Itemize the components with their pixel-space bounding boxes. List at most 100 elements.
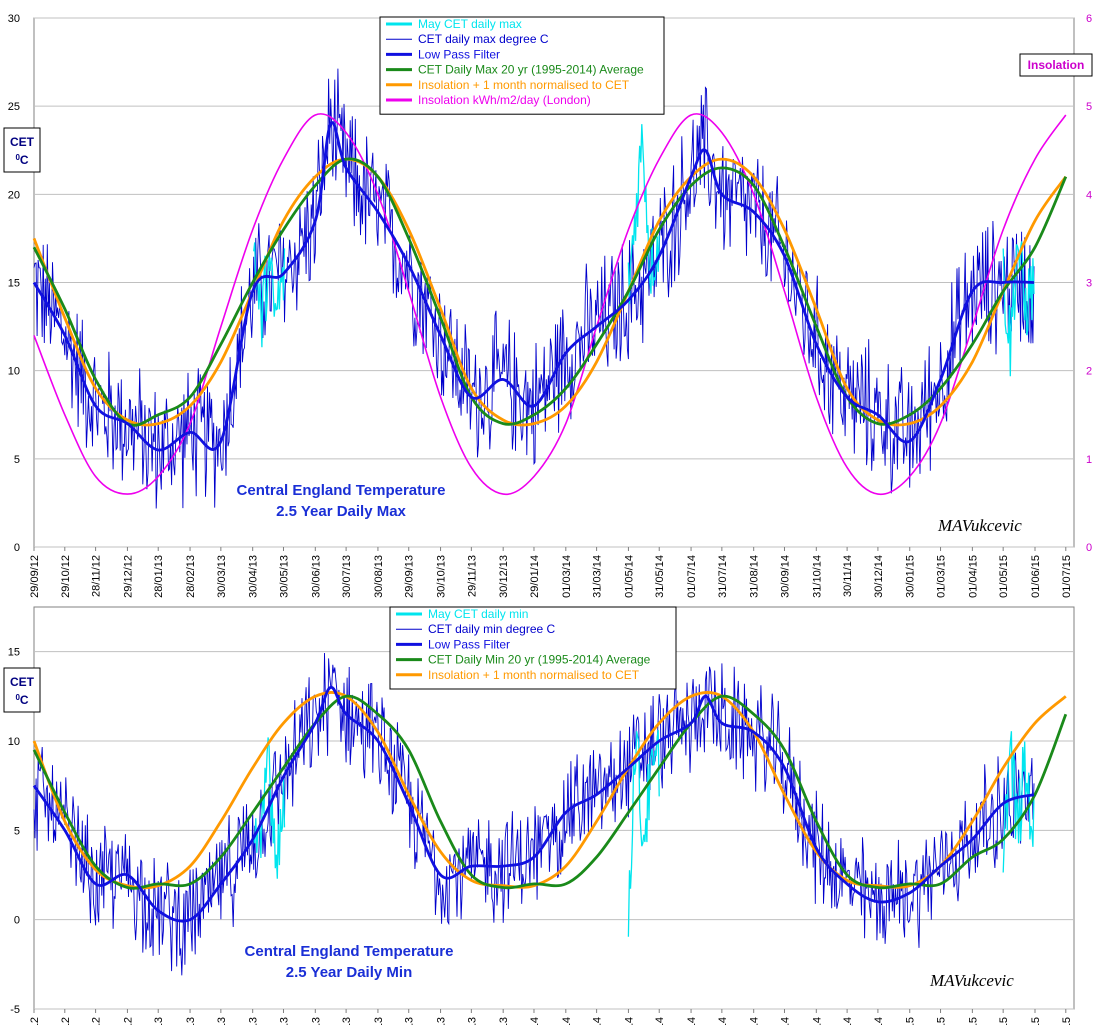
x-tick-label: 01/07/15 (1061, 1017, 1073, 1025)
x-tick-label: 30/11/14 (842, 1017, 854, 1025)
x-tick-label: 01/04/15 (967, 555, 979, 598)
x-tick-label: 29/01/14 (529, 1017, 541, 1025)
x-tick-label: 29/11/13 (466, 555, 478, 597)
y-axis-unit: 0C (15, 153, 28, 168)
legend-box (379, 16, 665, 115)
x-tick-label: 30/06/13 (310, 1017, 322, 1025)
x-tick-label: 30/10/13 (436, 1017, 448, 1025)
x-tick-label: 29/12/12 (122, 555, 134, 598)
y-tick-label: 15 (8, 278, 20, 290)
x-tick-label: 30/03/13 (216, 1017, 228, 1025)
y-tick-label: 15 (8, 647, 20, 659)
y-tick-label: 0 (14, 542, 20, 554)
chart-title: Central England Temperature (245, 943, 454, 960)
x-tick-label: 31/08/14 (749, 555, 761, 598)
series-line-may-cet (253, 242, 286, 348)
x-tick-label: 01/05/14 (623, 555, 635, 598)
x-tick-label: 29/10/12 (60, 1017, 72, 1025)
x-tick-label: 31/10/14 (811, 555, 823, 598)
chart-title: Central England Temperature (237, 482, 446, 499)
series-line-insolation (33, 113, 1067, 496)
legend-label: CET daily min degree C (428, 622, 556, 636)
y2-axis-label: Insolation (1028, 58, 1085, 72)
series-line-20yr-average (32, 694, 1068, 890)
y2-tick-label: 5 (1086, 101, 1092, 113)
y2-tick-label: 4 (1086, 189, 1092, 201)
x-tick-label: 30/01/15 (905, 1017, 917, 1025)
y-tick-label: 5 (14, 454, 20, 466)
x-tick-label: 28/01/13 (153, 555, 165, 598)
y-tick-label: 0 (14, 915, 20, 927)
y-axis-label: CET (10, 675, 35, 689)
x-tick-label: 28/11/12 (91, 555, 103, 597)
x-tick-label: 30/09/14 (779, 555, 791, 598)
daily-max-chart: 0 5 10 15 20 25 30 0 1 2 3 4 5 6 29/09/12 29/10/12 28/11… (3, 13, 1093, 598)
x-tick-label: 30/05/13 (278, 555, 290, 598)
x-tick-label: 30/05/13 (278, 1017, 290, 1025)
chart-subtitle: 2.5 Year Daily Max (276, 503, 406, 520)
x-tick-label: 01/05/14 (623, 1017, 635, 1025)
x-tick-label: 30/07/13 (341, 555, 353, 598)
series-line-may-cet (1002, 731, 1035, 873)
y2-tick-label: 6 (1086, 13, 1092, 25)
y-tick-label: -5 (10, 1004, 20, 1016)
series-line-cet-daily (33, 652, 1035, 976)
x-tick-label: 30/08/13 (373, 555, 385, 598)
x-tick-label: 01/03/14 (561, 555, 573, 598)
y-axis-unit-degree: 0 (15, 693, 20, 702)
y-axis-unit-letter: C (20, 153, 29, 167)
series-line-cet-daily (33, 68, 1035, 509)
x-tick-label: 31/07/14 (717, 555, 729, 598)
x-tick-label: 28/02/13 (185, 555, 197, 598)
legend-label: CET Daily Max 20 yr (1995-2014) Average (418, 63, 644, 77)
legend-label: CET Daily Min 20 yr (1995-2014) Average (428, 653, 651, 667)
y-tick-label: 20 (8, 189, 20, 201)
x-tick-label: 29/10/12 (60, 555, 72, 598)
legend-box (389, 606, 677, 690)
x-tick-label: 28/11/12 (91, 1017, 103, 1025)
series-line-may-cet (627, 124, 660, 305)
x-tick-label: 30/04/13 (248, 1017, 260, 1025)
author-signature: MAVukcevic (929, 971, 1014, 990)
y-tick-label: 10 (8, 736, 20, 748)
x-tick-label: 31/03/14 (592, 1017, 604, 1025)
legend-label: May CET daily max (418, 17, 522, 31)
daily-min-chart: -5 0 5 10 15 29/09/12 29/10/12 28/11/12 29/12/12… (3, 606, 1075, 1025)
y-axis-label: CET (10, 135, 35, 149)
x-tick-label: 30/07/13 (341, 1017, 353, 1025)
y-tick-label: 30 (8, 13, 20, 25)
x-tick-label: 30/09/14 (779, 1017, 791, 1025)
x-tick-label: 29/11/13 (466, 1017, 478, 1025)
x-tick-label: 31/05/14 (654, 555, 666, 598)
legend-label: CET daily max degree C (418, 32, 549, 46)
legend-label: Insolation + 1 month normalised to CET (428, 668, 640, 682)
legend-label: Low Pass Filter (428, 637, 510, 651)
y-axis-unit-letter: C (20, 693, 29, 707)
y2-tick-label: 2 (1086, 366, 1092, 378)
chart-subtitle: 2.5 Year Daily Min (286, 964, 412, 981)
y2-tick-label: 3 (1086, 278, 1092, 290)
x-tick-label: 01/03/15 (936, 1017, 948, 1025)
x-tick-label: 30/10/13 (436, 555, 448, 598)
x-tick-label: 01/06/15 (1030, 1017, 1042, 1025)
y2-axis-label-box (1019, 53, 1093, 77)
x-tick-label: 29/09/12 (29, 1017, 41, 1025)
x-tick-label: 31/08/14 (749, 1017, 761, 1025)
y-axis-unit: 0C (15, 693, 28, 708)
x-tick-label: 30/12/14 (873, 1017, 885, 1025)
x-tick-label: 31/03/14 (592, 555, 604, 598)
x-tick-label: 30/12/13 (498, 1017, 510, 1025)
x-tick-label: 30/11/14 (842, 555, 854, 597)
x-tick-label: 01/07/14 (686, 1017, 698, 1025)
x-tick-label: 30/12/14 (873, 555, 885, 598)
x-tick-label: 31/07/14 (717, 1017, 729, 1025)
x-tick-label: 30/03/13 (216, 555, 228, 598)
series-line-may-cet (1002, 241, 1035, 377)
x-tick-label: 29/01/14 (529, 555, 541, 598)
x-tick-label: 29/09/12 (29, 555, 41, 598)
x-tick-label: 28/02/13 (185, 1017, 197, 1025)
x-tick-label: 30/04/13 (248, 555, 260, 598)
legend-label: May CET daily min (428, 607, 528, 621)
y2-tick-label: 0 (1086, 542, 1092, 554)
